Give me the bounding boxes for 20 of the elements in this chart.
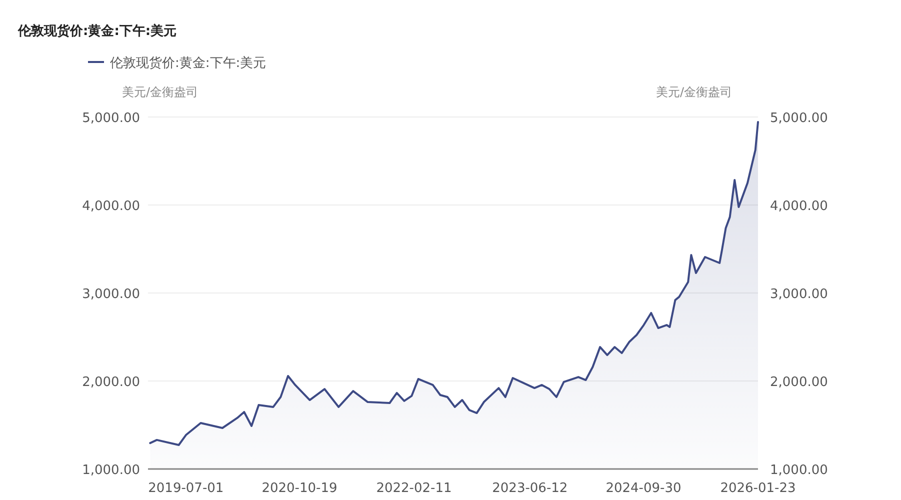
y2-tick-label: 4,000.00: [770, 199, 828, 214]
x-tick-label: 2024-09-30: [606, 481, 682, 496]
y2-axis-title: 美元/金衡盎司: [656, 85, 732, 99]
y2-tick-label: 5,000.00: [770, 111, 828, 126]
y2-tick-label: 1,000.00: [770, 463, 828, 478]
y-tick-label: 3,000.00: [82, 287, 140, 302]
legend-label: 伦敦现货价:黄金:下午:美元: [110, 55, 266, 71]
y-tick-label: 5,000.00: [82, 111, 140, 126]
y-axis-title: 美元/金衡盎司: [122, 85, 198, 99]
x-tick-label: 2023-06-12: [492, 481, 568, 496]
x-tick-label: 2019-07-01: [148, 481, 224, 496]
x-tick-label: 2026-01-23: [720, 481, 796, 496]
x-tick-label: 2022-02-11: [376, 481, 452, 496]
y-tick-label: 4,000.00: [82, 199, 140, 214]
y-tick-label: 1,000.00: [82, 463, 140, 478]
y-tick-label: 2,000.00: [82, 375, 140, 390]
chart-title: 伦敦现货价:黄金:下午:美元: [17, 23, 177, 39]
y2-tick-label: 2,000.00: [770, 375, 828, 390]
x-tick-label: 2020-10-19: [262, 481, 338, 496]
y2-tick-label: 3,000.00: [770, 287, 828, 302]
